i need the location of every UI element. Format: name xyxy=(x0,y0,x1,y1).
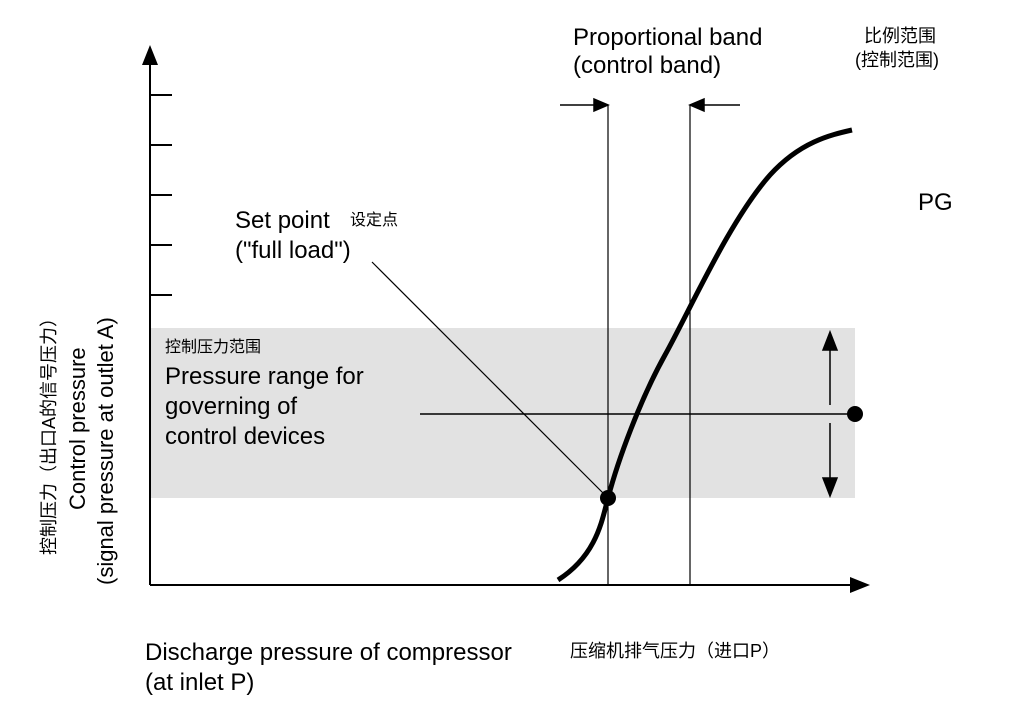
y-axis-label-cn: 控制压力（出口A的信号压力） xyxy=(39,309,59,555)
prop-band-label-en1: Proportional band xyxy=(573,24,762,51)
prop-band-dimension xyxy=(560,99,740,111)
y-axis-label-en1: Control pressure xyxy=(65,347,90,510)
governing-end-dot xyxy=(847,406,863,422)
y-ticks xyxy=(150,95,172,295)
pressure-diagram: Proportional band (control band) 比例范围 (控… xyxy=(0,0,1024,722)
prop-band-label-cn1: 比例范围 xyxy=(864,26,936,46)
x-axis-label-en1: Discharge pressure of compressor xyxy=(145,639,512,666)
prop-band-label-cn2: (控制范围) xyxy=(855,50,939,70)
set-point-en2: ("full load") xyxy=(235,237,351,264)
pressure-range-en3: control devices xyxy=(165,423,325,450)
pressure-range-en1: Pressure range for xyxy=(165,363,364,390)
pg-label: PG xyxy=(918,189,953,216)
set-point-cn: 设定点 xyxy=(350,211,398,229)
prop-band-label-en2: (control band) xyxy=(573,52,721,79)
x-axis-arrow-icon xyxy=(850,577,870,593)
y-axis-label-en2: (signal pressure at outlet A) xyxy=(93,317,118,585)
pressure-range-cn: 控制压力范围 xyxy=(165,338,261,356)
set-point-en1: Set point xyxy=(235,207,330,234)
x-axis-label-cn: 压缩机排气压力（进口P） xyxy=(570,641,780,661)
x-axis-label-en2: (at inlet P) xyxy=(145,669,254,696)
y-axis-arrow-icon xyxy=(142,45,158,65)
pressure-range-en2: governing of xyxy=(165,393,297,420)
